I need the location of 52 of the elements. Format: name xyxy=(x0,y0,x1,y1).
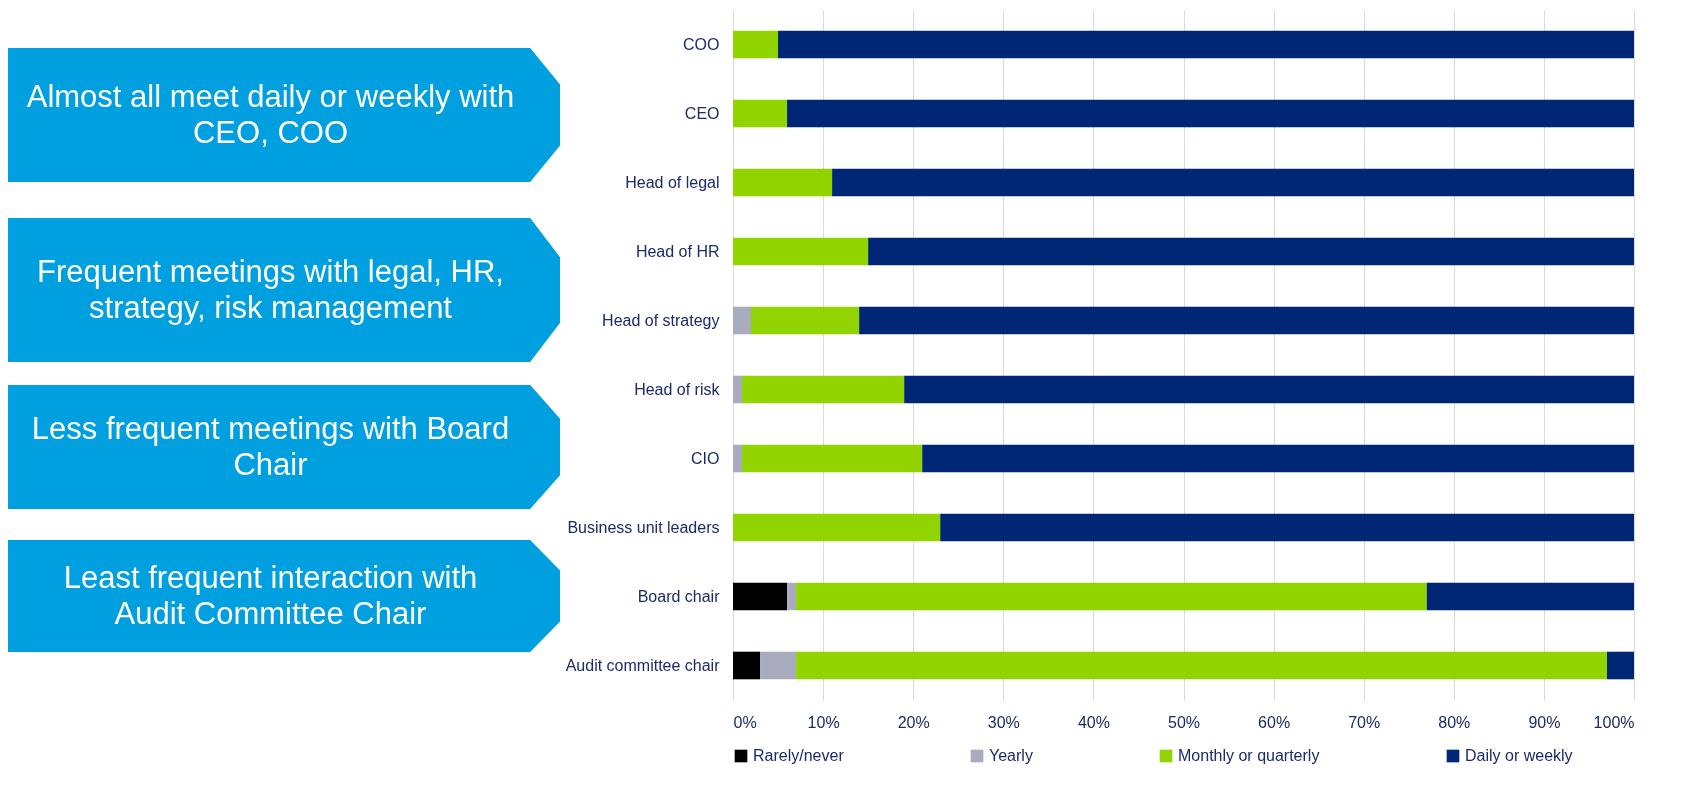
bar xyxy=(742,444,923,473)
x-tick-label: 50% xyxy=(1167,713,1201,731)
y-tick-label: Head of HR xyxy=(635,242,720,260)
x-tick-label: 60% xyxy=(1258,713,1291,731)
bar xyxy=(733,237,869,266)
bar xyxy=(733,513,941,542)
bar xyxy=(733,168,833,197)
bar xyxy=(940,513,1634,542)
bar xyxy=(733,582,788,611)
bar xyxy=(832,168,1634,197)
legend-label: Monthly or quarterly xyxy=(1178,747,1320,764)
bar xyxy=(787,99,1634,128)
bar xyxy=(742,375,905,404)
x-tick-label: 30% xyxy=(987,713,1020,731)
bar xyxy=(733,99,788,128)
bar xyxy=(733,375,743,404)
bar xyxy=(760,651,797,680)
bar xyxy=(1606,651,1634,680)
x-tick-label: 80% xyxy=(1438,713,1471,731)
x-tick-label: 40% xyxy=(1077,713,1110,731)
bar xyxy=(733,651,761,680)
x-tick-label: 100% xyxy=(1593,713,1635,731)
x-tick-label: 10% xyxy=(807,713,840,731)
y-tick-label: CIO xyxy=(691,449,720,467)
y-tick-label: Board chair xyxy=(637,587,721,605)
y-tick-label: Head of legal xyxy=(625,173,720,191)
bar xyxy=(787,582,797,611)
bar xyxy=(733,30,779,59)
y-tick-label: Business unit leaders xyxy=(567,518,720,536)
legend-label: Yearly xyxy=(989,747,1033,764)
bar xyxy=(1426,582,1634,611)
bar xyxy=(796,582,1427,611)
y-tick-label: Head of risk xyxy=(634,380,721,398)
bar xyxy=(796,651,1607,680)
x-tick-label: 90% xyxy=(1528,713,1561,731)
y-tick-label: Head of strategy xyxy=(602,311,720,329)
y-tick-label: Audit committee chair xyxy=(565,656,721,674)
legend-label: Daily or weekly xyxy=(1465,747,1573,764)
x-tick-label: 70% xyxy=(1348,713,1381,731)
bar xyxy=(733,306,752,335)
bar xyxy=(778,30,1634,59)
bar xyxy=(751,306,860,335)
y-tick-label: COO xyxy=(683,35,720,53)
bar xyxy=(868,237,1634,266)
bar xyxy=(904,375,1634,404)
bar xyxy=(922,444,1634,473)
legend-label: Rarely/never xyxy=(753,747,845,764)
x-tick-label: 0% xyxy=(733,713,757,731)
x-tick-label: 20% xyxy=(897,713,930,731)
y-tick-label: CEO xyxy=(684,104,720,122)
bar xyxy=(733,444,743,473)
bar xyxy=(859,306,1634,335)
